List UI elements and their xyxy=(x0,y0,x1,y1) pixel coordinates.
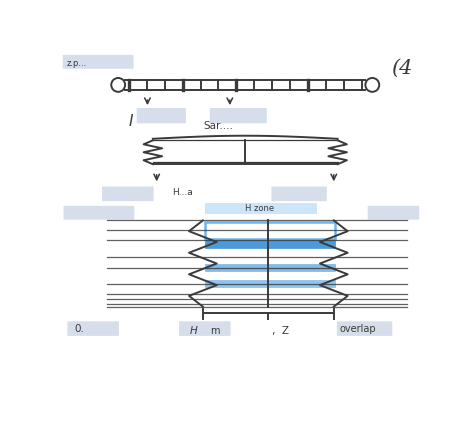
Text: z.p...: z.p... xyxy=(66,60,87,68)
Bar xyxy=(205,280,335,287)
FancyBboxPatch shape xyxy=(67,321,119,336)
Text: ,  Z: , Z xyxy=(272,325,289,336)
FancyBboxPatch shape xyxy=(102,187,154,201)
Text: overlap: overlap xyxy=(340,324,376,334)
Text: I: I xyxy=(128,114,133,129)
FancyBboxPatch shape xyxy=(210,108,267,124)
FancyBboxPatch shape xyxy=(368,206,419,219)
Text: 0.: 0. xyxy=(74,324,84,334)
Text: H zone: H zone xyxy=(245,205,274,213)
FancyBboxPatch shape xyxy=(272,187,327,201)
FancyBboxPatch shape xyxy=(205,204,317,214)
FancyBboxPatch shape xyxy=(137,108,186,124)
FancyBboxPatch shape xyxy=(337,321,392,336)
Text: H: H xyxy=(190,325,198,336)
Bar xyxy=(205,264,335,271)
Bar xyxy=(205,240,335,248)
Text: m: m xyxy=(210,325,220,336)
Text: Sar....: Sar.... xyxy=(203,121,233,131)
FancyBboxPatch shape xyxy=(179,321,231,336)
FancyBboxPatch shape xyxy=(64,206,134,219)
Text: (4: (4 xyxy=(392,59,413,78)
Text: H...a: H...a xyxy=(172,188,193,197)
FancyBboxPatch shape xyxy=(63,55,134,69)
Bar xyxy=(205,222,335,239)
